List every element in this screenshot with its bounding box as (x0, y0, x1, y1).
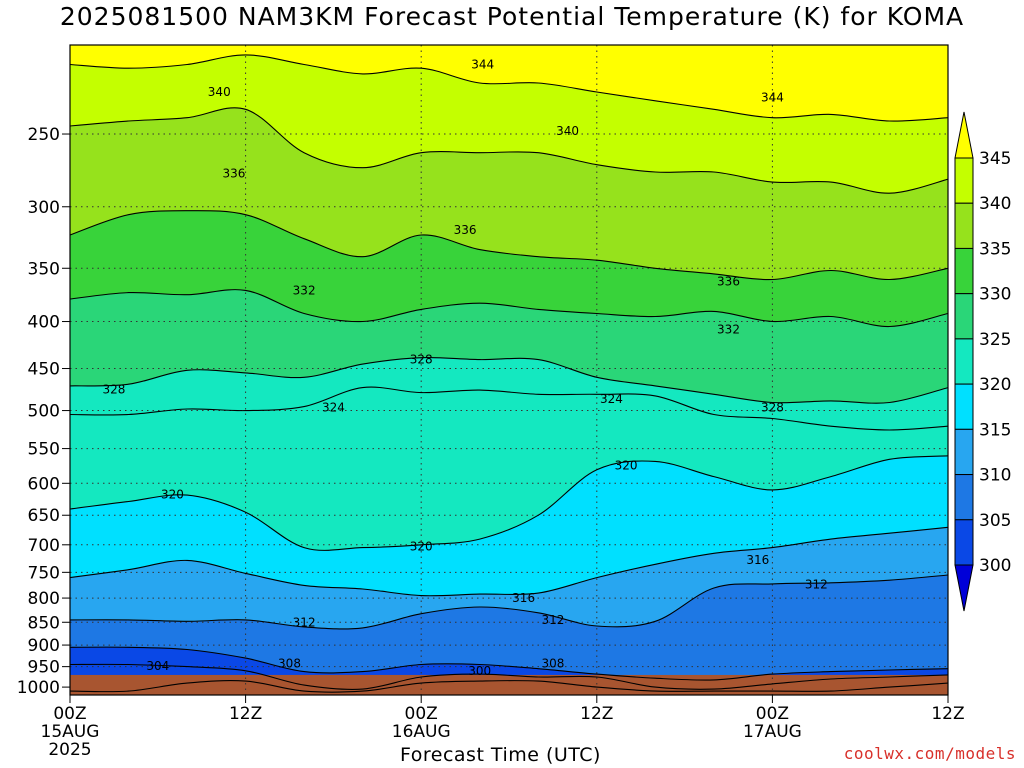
y-tick-label: 800 (28, 589, 60, 609)
contour-label-328: 328 (410, 353, 433, 367)
contour-label-328: 328 (761, 400, 784, 414)
colorbar-label: 330 (979, 285, 1011, 305)
colorbar: 345 340 335 330 325 320 315 310 305 300 (954, 111, 1011, 612)
contour-label-336: 336 (717, 275, 740, 289)
contour-label-312: 312 (805, 577, 828, 591)
colorbar-swatch (954, 202, 974, 249)
site-credit[interactable]: coolwx.com/models (843, 744, 1016, 763)
contour-340 (69, 107, 949, 194)
terrain-ground (70, 674, 948, 695)
colorbar-label: 310 (979, 466, 1011, 486)
colorbar-swatch (954, 338, 974, 385)
contour-label-336: 336 (454, 223, 477, 237)
contour-label-340: 340 (208, 85, 231, 99)
colorbar-extend-bottom (954, 564, 974, 612)
y-tick-label: 700 (28, 536, 60, 556)
contour-label-308: 308 (278, 657, 301, 671)
colorbar-label: 340 (979, 194, 1011, 214)
x-tick-label: 12Z (580, 704, 613, 724)
y-tick-label: 850 (28, 613, 60, 633)
contour-label-300: 300 (468, 664, 491, 678)
contour-316 (69, 526, 949, 597)
contour-label-340: 340 (556, 124, 579, 138)
colorbar-extend-top (954, 111, 974, 159)
y-axis: 250 300 350 400 450 500 550 600 650 700 750 800 850 9… (17, 125, 70, 698)
contour-label-316: 316 (746, 553, 769, 567)
contour-label-312: 312 (293, 615, 316, 629)
colorbar-label: 305 (979, 511, 1011, 531)
contour-label-328: 328 (102, 382, 125, 396)
contour-324 (69, 386, 949, 431)
contour-344 (69, 54, 949, 122)
y-tick-label: 500 (28, 402, 60, 422)
colorbar-swatch (954, 428, 974, 476)
contour-label-332: 332 (717, 322, 740, 336)
contour-336 (69, 210, 949, 281)
contour-label-344: 344 (761, 90, 784, 104)
colorbar-swatch (954, 293, 974, 340)
colorbar-swatch (954, 519, 974, 566)
contour-312 (69, 574, 949, 630)
colorbar-label: 345 (979, 149, 1011, 169)
contour-label-320: 320 (161, 487, 184, 501)
y-tick-label: 550 (28, 440, 60, 460)
contour-label-320: 320 (615, 459, 638, 473)
contour-lines (69, 54, 949, 693)
colorbar-label: 335 (979, 239, 1011, 259)
colorbar-swatch (954, 474, 974, 521)
chart-title: 2025081500 NAM3KM Forecast Potential Tem… (59, 2, 965, 31)
contour-label-308: 308 (541, 657, 564, 671)
plot-border (69, 44, 949, 696)
y-tick-label: 450 (28, 360, 60, 380)
grid-lines (70, 45, 948, 695)
contour-332 (69, 289, 949, 328)
x-tick-date-label: 17AUG (743, 722, 802, 742)
y-tick-label: 900 (28, 636, 60, 656)
x-axis-label: Forecast Time (UTC) (400, 744, 601, 766)
contour-320 (69, 455, 949, 551)
x-tick-label: 12Z (229, 704, 262, 724)
contour-300 (69, 680, 949, 693)
colorbar-label: 320 (979, 375, 1011, 395)
y-tick-label: 1000 (17, 678, 60, 698)
colorbar-label: 315 (979, 420, 1011, 440)
colorbar-swatch (954, 157, 974, 204)
x-tick-label: 00Z (405, 704, 438, 724)
colorbar-label: 325 (979, 330, 1011, 350)
terrain-mask (70, 674, 948, 695)
y-tick-label: 600 (28, 474, 60, 494)
y-tick-label: 400 (28, 313, 60, 333)
contour-label-336: 336 (222, 166, 245, 180)
x-tick-year-label: 2025 (48, 740, 91, 760)
y-tick-label: 250 (28, 125, 60, 145)
contour-label-320: 320 (410, 540, 433, 554)
y-tick-label: 950 (28, 658, 60, 678)
colorbar-swatch (954, 247, 974, 295)
x-tick-label: 00Z (756, 704, 789, 724)
y-tick-label: 750 (28, 563, 60, 583)
y-tick-label: 650 (28, 506, 60, 526)
x-tick-date-label: 16AUG (392, 722, 451, 742)
y-tick-label: 300 (28, 198, 60, 218)
colorbar-swatch (954, 383, 974, 430)
y-tick-label: 350 (28, 259, 60, 279)
contour-label-316: 316 (512, 591, 535, 605)
x-tick-date-label: 15AUG (41, 722, 100, 742)
x-tick-label: 12Z (931, 704, 964, 724)
contour-label-312: 312 (541, 613, 564, 627)
contour-label-332: 332 (293, 283, 316, 297)
contour-label-344: 344 (471, 57, 494, 71)
contour-328 (69, 357, 949, 404)
contour-308 (69, 646, 949, 681)
contour-304 (69, 663, 949, 690)
colorbar-label: 300 (979, 556, 1011, 576)
contour-labels: 344 344 340 340 336 336 336 332 332 328 328 328 324 3… (102, 57, 827, 677)
contour-label-324: 324 (600, 392, 623, 406)
x-tick-label: 00Z (53, 704, 86, 724)
contour-label-324: 324 (322, 400, 345, 414)
plot-frame (69, 44, 949, 696)
contour-label-304: 304 (146, 659, 169, 673)
